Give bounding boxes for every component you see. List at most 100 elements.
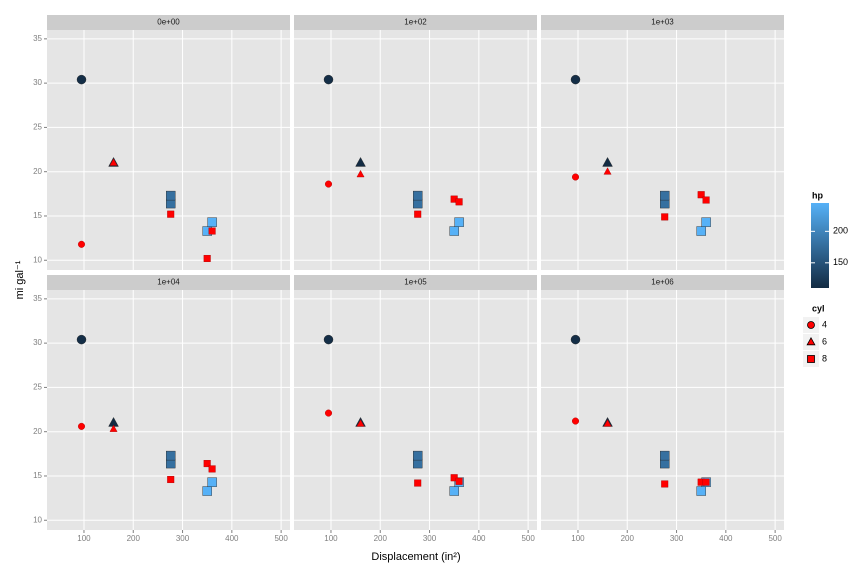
point: [413, 458, 423, 469]
point: [208, 465, 216, 473]
point: [355, 157, 366, 167]
point: [450, 474, 458, 482]
x-tick-label: 500: [521, 534, 535, 543]
point: [697, 191, 705, 199]
point: [78, 240, 86, 248]
point: [696, 486, 706, 496]
y-tick-label: 10: [33, 255, 42, 264]
legend-label: 6: [822, 336, 827, 346]
point: [449, 226, 459, 236]
panel: [294, 290, 537, 530]
point: [109, 424, 118, 432]
y-tick-label: 15: [33, 471, 42, 480]
point: [166, 190, 176, 201]
x-tick-label: 400: [225, 534, 239, 543]
strip-label: 1e+02: [404, 18, 427, 27]
x-tick-label: 200: [127, 534, 141, 543]
point: [167, 210, 175, 218]
legend-symbol: [807, 355, 815, 363]
y-tick-label: 30: [33, 78, 42, 87]
strip-label: 0e+00: [157, 18, 180, 27]
point: [203, 254, 211, 262]
point: [208, 227, 216, 235]
y-tick-label: 35: [33, 294, 42, 303]
legend-label: 4: [822, 319, 827, 329]
x-tick-label: 300: [670, 534, 684, 543]
point: [356, 419, 365, 427]
strip: [541, 15, 784, 30]
point: [356, 169, 365, 178]
point: [702, 196, 710, 204]
point: [603, 167, 612, 175]
point: [109, 158, 118, 166]
point: [76, 334, 87, 345]
strip: [294, 15, 537, 30]
point: [602, 157, 613, 167]
point: [414, 210, 422, 218]
y-tick-label: 10: [33, 515, 42, 524]
x-tick-label: 500: [274, 534, 288, 543]
point: [449, 486, 459, 496]
point: [414, 479, 422, 487]
x-tick-label: 100: [324, 534, 338, 543]
legend-label: 150: [833, 257, 848, 267]
y-axis-label: mi gal⁻¹: [14, 260, 26, 299]
point: [661, 213, 669, 221]
panel: [47, 30, 290, 270]
y-tick-label: 20: [33, 167, 42, 176]
point: [202, 486, 212, 496]
panel: [47, 290, 290, 530]
point: [455, 477, 463, 485]
strip: [294, 275, 537, 290]
point: [570, 334, 581, 345]
x-tick-label: 400: [719, 534, 733, 543]
y-tick-label: 30: [33, 338, 42, 347]
x-tick-label: 100: [77, 534, 91, 543]
panel: [541, 30, 784, 270]
point: [660, 458, 670, 469]
point: [701, 217, 711, 227]
x-tick-label: 300: [423, 534, 437, 543]
x-tick-label: 200: [374, 534, 388, 543]
point: [207, 217, 217, 227]
point: [413, 450, 423, 461]
point: [76, 74, 87, 85]
point: [325, 180, 333, 188]
x-tick-label: 100: [571, 534, 585, 543]
y-tick-label: 25: [33, 383, 42, 392]
colorbar: [811, 203, 829, 288]
point: [572, 173, 580, 181]
x-tick-label: 300: [176, 534, 190, 543]
point: [570, 74, 581, 85]
point: [455, 198, 463, 206]
y-tick-label: 20: [33, 427, 42, 436]
legend-label: 8: [822, 353, 827, 363]
x-tick-label: 200: [621, 534, 635, 543]
x-tick-label: 500: [768, 534, 782, 543]
panel: [541, 290, 784, 530]
panel: [294, 30, 537, 270]
point: [661, 480, 669, 488]
strip: [47, 275, 290, 290]
point: [166, 458, 176, 469]
strip-label: 1e+04: [157, 278, 180, 287]
strip: [47, 15, 290, 30]
point: [696, 226, 706, 236]
point: [413, 190, 423, 201]
strip: [541, 275, 784, 290]
point: [323, 74, 334, 85]
legend-title: cyl: [812, 303, 825, 313]
point: [203, 460, 211, 468]
strip-label: 1e+06: [651, 278, 674, 287]
point: [660, 450, 670, 461]
x-tick-label: 400: [472, 534, 486, 543]
point: [572, 417, 580, 425]
y-tick-label: 35: [33, 34, 42, 43]
point: [660, 198, 670, 209]
legend-title: hp: [812, 190, 823, 200]
point: [660, 190, 670, 201]
point: [325, 409, 333, 417]
point: [167, 476, 175, 484]
point: [323, 334, 334, 345]
